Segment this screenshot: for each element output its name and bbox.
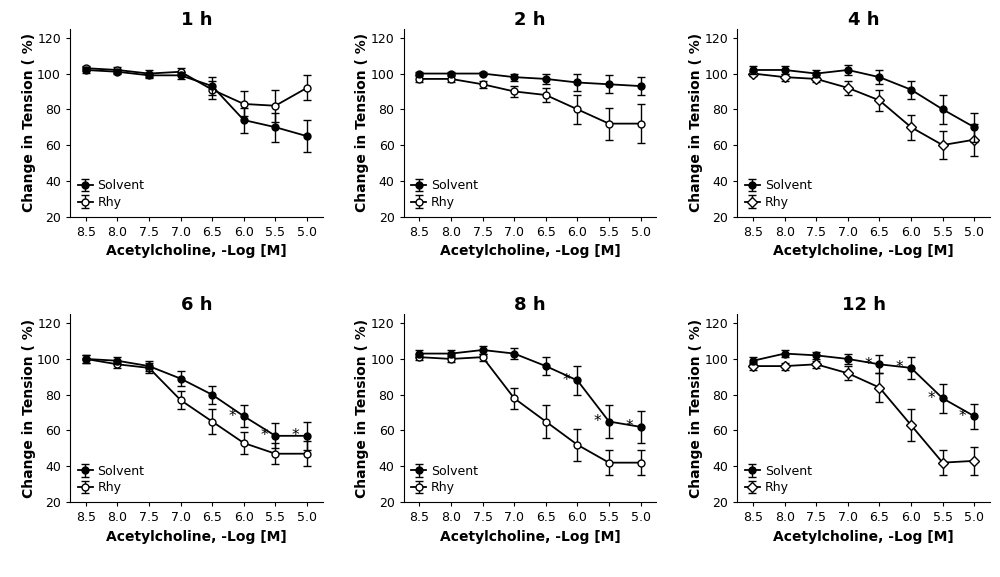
X-axis label: Acetylcholine, -Log [M]: Acetylcholine, -Log [M] — [106, 530, 287, 544]
Title: 12 h: 12 h — [842, 296, 886, 314]
Legend: Solvent, Rhy: Solvent, Rhy — [744, 463, 813, 496]
X-axis label: Acetylcholine, -Log [M]: Acetylcholine, -Log [M] — [440, 244, 620, 258]
Legend: Solvent, Rhy: Solvent, Rhy — [76, 178, 146, 211]
Title: 8 h: 8 h — [514, 296, 546, 314]
Title: 1 h: 1 h — [181, 11, 212, 29]
Y-axis label: Change in Tension ( %): Change in Tension ( %) — [689, 33, 703, 212]
Legend: Solvent, Rhy: Solvent, Rhy — [744, 178, 813, 211]
Legend: Solvent, Rhy: Solvent, Rhy — [410, 463, 479, 496]
Legend: Solvent, Rhy: Solvent, Rhy — [410, 178, 479, 211]
X-axis label: Acetylcholine, -Log [M]: Acetylcholine, -Log [M] — [773, 530, 954, 544]
Text: *: * — [927, 391, 935, 406]
Text: *: * — [864, 357, 872, 372]
Text: *: * — [229, 409, 236, 424]
Text: *: * — [594, 414, 601, 429]
Y-axis label: Change in Tension ( %): Change in Tension ( %) — [355, 319, 369, 498]
Title: 2 h: 2 h — [514, 11, 546, 29]
Text: *: * — [260, 428, 268, 443]
Y-axis label: Change in Tension ( %): Change in Tension ( %) — [22, 319, 36, 498]
Text: *: * — [292, 428, 299, 443]
Text: *: * — [896, 361, 903, 376]
Title: 4 h: 4 h — [848, 11, 879, 29]
X-axis label: Acetylcholine, -Log [M]: Acetylcholine, -Log [M] — [106, 244, 287, 258]
Text: *: * — [562, 373, 570, 388]
Y-axis label: Change in Tension ( %): Change in Tension ( %) — [689, 319, 703, 498]
Text: *: * — [625, 419, 633, 434]
X-axis label: Acetylcholine, -Log [M]: Acetylcholine, -Log [M] — [773, 244, 954, 258]
Y-axis label: Change in Tension ( %): Change in Tension ( %) — [355, 33, 369, 212]
Title: 6 h: 6 h — [181, 296, 212, 314]
X-axis label: Acetylcholine, -Log [M]: Acetylcholine, -Log [M] — [440, 530, 620, 544]
Text: *: * — [959, 409, 967, 424]
Legend: Solvent, Rhy: Solvent, Rhy — [76, 463, 146, 496]
Y-axis label: Change in Tension ( %): Change in Tension ( %) — [22, 33, 36, 212]
